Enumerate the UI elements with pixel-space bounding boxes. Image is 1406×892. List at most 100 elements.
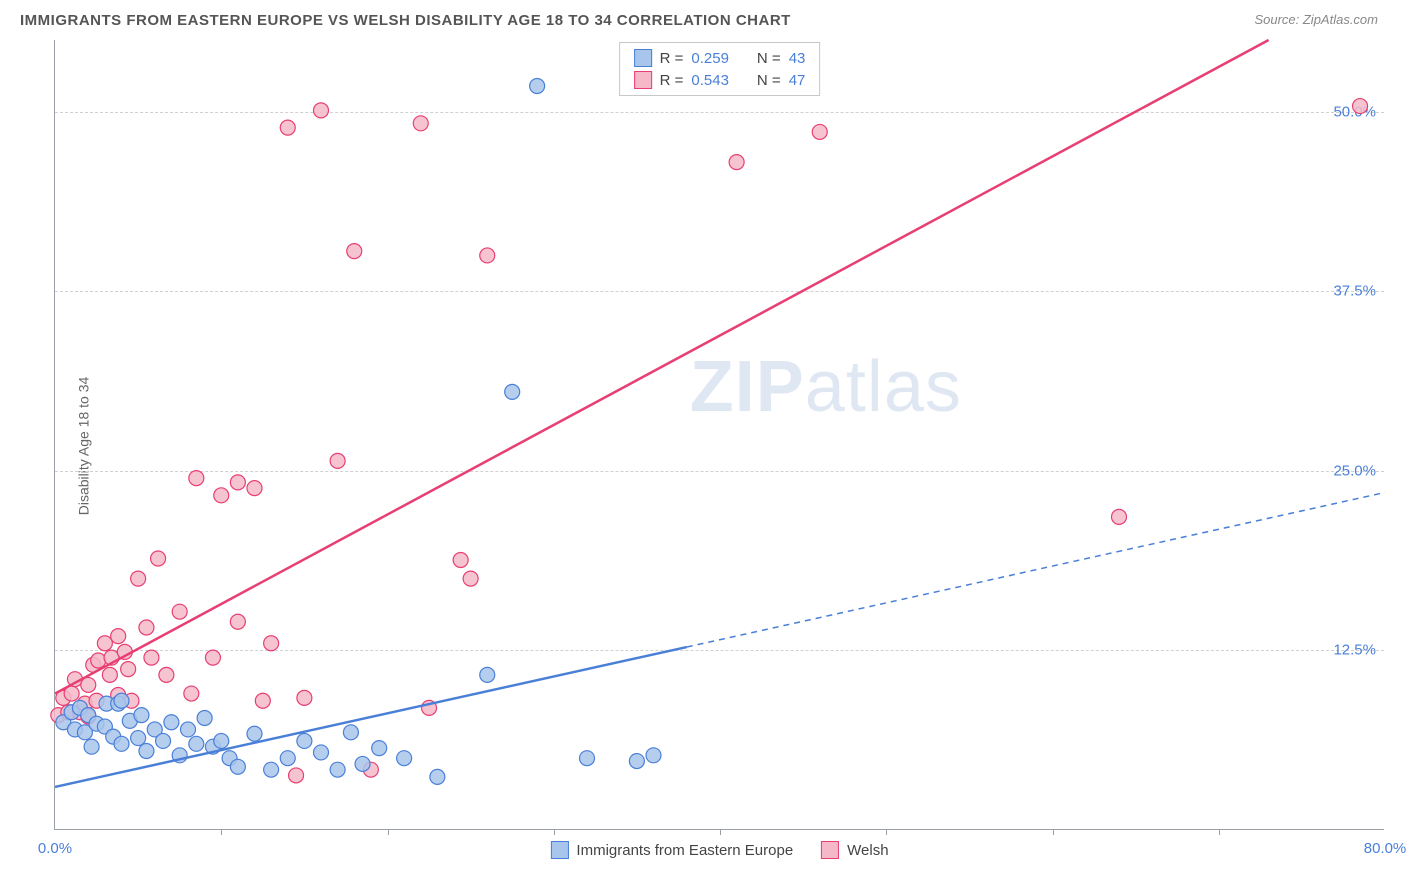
scatter-point-pink [729, 155, 744, 170]
scatter-point-pink [255, 693, 270, 708]
scatter-point-blue [330, 762, 345, 777]
scatter-point-blue [343, 725, 358, 740]
scatter-point-blue [629, 754, 644, 769]
r-value-blue: 0.259 [691, 50, 729, 67]
scatter-point-pink [1112, 509, 1127, 524]
xtick-label: 80.0% [1364, 840, 1406, 857]
title-bar: IMMIGRANTS FROM EASTERN EUROPE VS WELSH … [20, 12, 1386, 32]
source-name: ZipAtlas.com [1303, 12, 1378, 27]
scatter-point-pink [121, 662, 136, 677]
source-attribution: Source: ZipAtlas.com [1254, 12, 1378, 27]
legend-label-pink: Welsh [847, 842, 888, 859]
scatter-point-blue [264, 762, 279, 777]
scatter-point-pink [230, 614, 245, 629]
scatter-point-pink [159, 667, 174, 682]
scatter-point-pink [453, 552, 468, 567]
scatter-point-pink [172, 604, 187, 619]
xtick-minor [886, 829, 887, 835]
plot-area: ZIPatlas 12.5%25.0%37.5%50.0% 0.0%80.0% … [54, 40, 1384, 830]
scatter-point-blue [197, 710, 212, 725]
scatter-point-pink [111, 629, 126, 644]
scatter-point-pink [247, 481, 262, 496]
scatter-point-blue [580, 751, 595, 766]
chart-title: IMMIGRANTS FROM EASTERN EUROPE VS WELSH … [20, 12, 791, 29]
scatter-point-blue [530, 78, 545, 93]
legend-swatch-blue [634, 49, 652, 67]
scatter-point-pink [205, 650, 220, 665]
scatter-point-pink [214, 488, 229, 503]
scatter-point-pink [230, 475, 245, 490]
scatter-point-blue [397, 751, 412, 766]
scatter-point-blue [355, 756, 370, 771]
legend-item-pink: Welsh [821, 841, 888, 859]
scatter-point-pink [264, 636, 279, 651]
scatter-point-blue [314, 745, 329, 760]
scatter-point-pink [280, 120, 295, 135]
xtick-minor [720, 829, 721, 835]
scatter-point-pink [144, 650, 159, 665]
scatter-point-pink [102, 667, 117, 682]
scatter-point-blue [131, 731, 146, 746]
n-label-pink: N = [757, 72, 781, 89]
scatter-point-pink [289, 768, 304, 783]
legend-label-blue: Immigrants from Eastern Europe [576, 842, 793, 859]
trendline-pink [55, 40, 1269, 694]
scatter-point-blue [297, 733, 312, 748]
r-label-pink: R = [660, 72, 684, 89]
scatter-point-blue [134, 708, 149, 723]
scatter-point-pink [330, 453, 345, 468]
n-value-blue: 43 [789, 50, 806, 67]
scatter-point-blue [139, 744, 154, 759]
chart-container: IMMIGRANTS FROM EASTERN EUROPE VS WELSH … [0, 0, 1406, 892]
scatter-point-blue [181, 722, 196, 737]
r-label-blue: R = [660, 50, 684, 67]
scatter-point-blue [505, 384, 520, 399]
legend-bottom: Immigrants from Eastern Europe Welsh [550, 841, 888, 859]
scatter-point-pink [184, 686, 199, 701]
scatter-point-blue [280, 751, 295, 766]
scatter-point-pink [812, 124, 827, 139]
trendline-blue-dashed [687, 492, 1385, 647]
r-value-pink: 0.543 [691, 72, 729, 89]
legend-swatch-pink [634, 71, 652, 89]
n-label-blue: N = [757, 50, 781, 67]
xtick-minor [1219, 829, 1220, 835]
legend-swatch-pink-icon [821, 841, 839, 859]
scatter-point-pink [314, 103, 329, 118]
scatter-point-blue [189, 736, 204, 751]
scatter-point-pink [189, 471, 204, 486]
scatter-point-pink [347, 244, 362, 259]
scatter-point-blue [164, 715, 179, 730]
legend-stats-row-blue: R = 0.259 N = 43 [634, 47, 806, 69]
xtick-minor [221, 829, 222, 835]
scatter-point-pink [91, 653, 106, 668]
scatter-point-pink [151, 551, 166, 566]
scatter-point-pink [297, 690, 312, 705]
scatter-point-blue [114, 693, 129, 708]
scatter-point-blue [480, 667, 495, 682]
xtick-minor [388, 829, 389, 835]
legend-stats-row-pink: R = 0.543 N = 47 [634, 69, 806, 91]
scatter-point-blue [84, 739, 99, 754]
scatter-point-pink [463, 571, 478, 586]
legend-swatch-blue-icon [550, 841, 568, 859]
xtick-minor [554, 829, 555, 835]
xtick-minor [1053, 829, 1054, 835]
scatter-point-blue [372, 741, 387, 756]
scatter-point-pink [139, 620, 154, 635]
n-value-pink: 47 [789, 72, 806, 89]
legend-stats-box: R = 0.259 N = 43 R = 0.543 N = 47 [619, 42, 821, 96]
scatter-point-blue [214, 733, 229, 748]
chart-svg [55, 40, 1384, 829]
legend-item-blue: Immigrants from Eastern Europe [550, 841, 793, 859]
scatter-point-blue [646, 748, 661, 763]
scatter-point-blue [230, 759, 245, 774]
scatter-point-blue [114, 736, 129, 751]
source-prefix: Source: [1254, 12, 1302, 27]
scatter-point-pink [480, 248, 495, 263]
xtick-label: 0.0% [38, 840, 72, 857]
scatter-point-pink [1353, 99, 1368, 114]
scatter-point-blue [430, 769, 445, 784]
scatter-point-blue [156, 733, 171, 748]
scatter-point-pink [131, 571, 146, 586]
